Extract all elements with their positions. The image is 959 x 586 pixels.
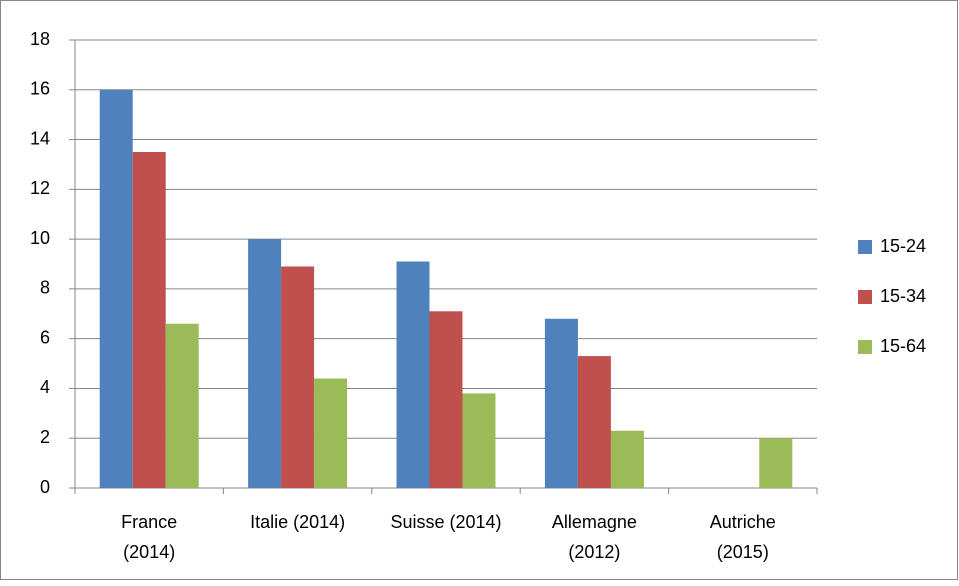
y-tick-label: 4 — [40, 377, 50, 397]
bar — [759, 438, 793, 488]
x-tick-label: (2012) — [568, 542, 620, 562]
bar — [248, 239, 282, 488]
bar — [165, 323, 199, 488]
bar — [396, 261, 430, 488]
legend-swatch — [858, 340, 872, 354]
bar — [429, 311, 463, 488]
y-tick-label: 14 — [30, 128, 50, 148]
bar — [544, 318, 578, 488]
x-tick-label: Suisse (2014) — [390, 512, 501, 532]
x-tick-label: Autriche — [710, 512, 776, 532]
bar — [132, 152, 166, 488]
bar — [281, 266, 315, 488]
bar — [577, 356, 611, 488]
bar — [610, 430, 644, 488]
legend-label: 15-24 — [880, 236, 926, 256]
legend-swatch — [858, 240, 872, 254]
y-tick-label: 0 — [40, 477, 50, 497]
x-tick-label: France — [121, 512, 177, 532]
x-tick-label: Allemagne — [552, 512, 637, 532]
bar — [462, 393, 496, 488]
bar — [99, 89, 133, 489]
y-tick-label: 8 — [40, 278, 50, 298]
legend-label: 15-64 — [880, 336, 926, 356]
y-tick-label: 2 — [40, 427, 50, 447]
legend-swatch — [858, 290, 872, 304]
x-tick-label: Italie (2014) — [250, 512, 345, 532]
legend-label: 15-34 — [880, 286, 926, 306]
x-tick-label: (2014) — [123, 542, 175, 562]
y-tick-label: 10 — [30, 228, 50, 248]
bar — [314, 378, 348, 488]
y-tick-label: 18 — [30, 29, 50, 49]
y-tick-label: 12 — [30, 178, 50, 198]
y-tick-label: 6 — [40, 327, 50, 347]
y-tick-label: 16 — [30, 79, 50, 99]
x-tick-label: (2015) — [717, 542, 769, 562]
